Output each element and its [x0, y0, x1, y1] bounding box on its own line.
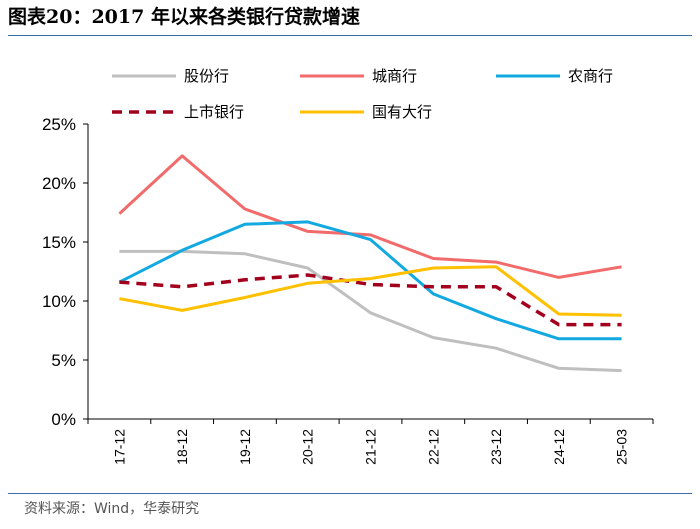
- series-line-4: [119, 273, 622, 327]
- x-tick-label: 24-12: [551, 429, 567, 465]
- y-tick-label: 5%: [51, 351, 76, 370]
- x-tick-label: 18-12: [174, 429, 190, 465]
- chart-title: 图表20：2017 年以来各类银行贷款增速: [8, 2, 360, 29]
- x-tick-label: 22-12: [425, 429, 441, 465]
- title-prefix: 图表20：: [8, 6, 92, 28]
- x-tick-label: 20-12: [300, 429, 316, 465]
- y-tick-label: 20%: [42, 174, 76, 193]
- series-line-3: [118, 220, 622, 341]
- x-tick-label: 17-12: [111, 429, 127, 465]
- y-tick-label: 10%: [42, 292, 76, 311]
- legend-label-1: 股份行: [184, 67, 229, 85]
- series-line-1: [119, 249, 622, 373]
- series-line-5: [119, 265, 622, 317]
- y-tick-label: 25%: [42, 115, 76, 134]
- x-tick-label: 23-12: [488, 429, 504, 465]
- x-tick-label: 21-12: [363, 429, 379, 465]
- line-chart: 0% 5% 10% 15% 20% 25% 17-12 18-12 19-12 20-12 21-1…: [42, 67, 654, 465]
- y-tick-label: 0%: [51, 410, 76, 429]
- legend-label-4: 上市银行: [184, 103, 244, 121]
- y-tick-label: 15%: [42, 233, 76, 252]
- legend-label-5: 国有大行: [372, 103, 432, 121]
- series-line-2: [118, 154, 622, 279]
- legend-label-3: 农商行: [568, 67, 613, 85]
- source-note: 资料来源：Wind，华泰研究: [24, 501, 200, 517]
- x-tick-label: 25-03: [614, 429, 630, 465]
- title-divider: [8, 35, 692, 36]
- x-tick-label: 19-12: [237, 429, 253, 465]
- title-text: 2017 年以来各类银行贷款增速: [91, 6, 360, 28]
- footer-divider: [8, 493, 692, 494]
- legend-label-2: 城商行: [372, 67, 417, 85]
